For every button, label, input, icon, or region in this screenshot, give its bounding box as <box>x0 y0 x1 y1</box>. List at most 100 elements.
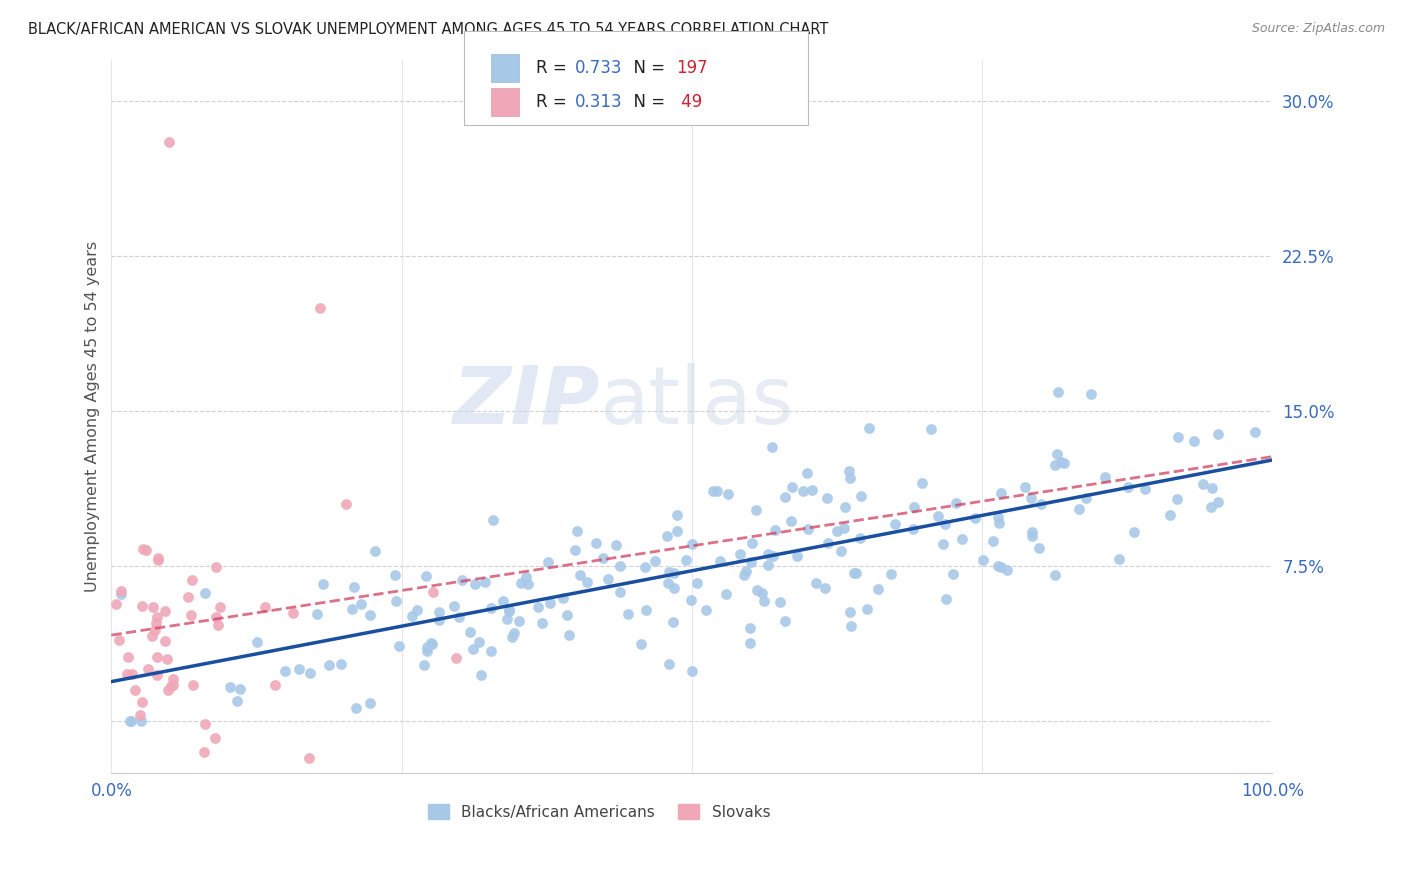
Point <box>124 682 146 697</box>
Point <box>740 555 762 569</box>
Point <box>981 533 1004 548</box>
Point <box>120 714 142 728</box>
Point <box>219 680 242 694</box>
Point <box>160 679 183 693</box>
Point <box>681 593 703 607</box>
Point <box>551 591 574 606</box>
Point <box>738 620 761 634</box>
Point <box>121 666 143 681</box>
Point <box>634 560 657 574</box>
Point <box>575 575 598 590</box>
Point <box>555 608 578 623</box>
Point <box>592 551 614 566</box>
Point <box>405 603 427 617</box>
Point <box>675 553 697 567</box>
Point <box>482 513 505 527</box>
Point <box>461 641 484 656</box>
Point <box>205 610 228 624</box>
Point <box>225 693 247 707</box>
Point <box>1192 477 1215 491</box>
Text: N =: N = <box>623 59 671 77</box>
Point <box>177 591 200 605</box>
Point <box>162 672 184 686</box>
Point <box>492 593 515 607</box>
Point <box>153 604 176 618</box>
Point <box>157 682 180 697</box>
Point <box>1201 481 1223 495</box>
Point <box>416 640 439 655</box>
Point <box>1046 384 1069 399</box>
Text: ZIP: ZIP <box>451 363 599 441</box>
Point <box>884 517 907 532</box>
Point <box>444 650 467 665</box>
Point <box>416 644 439 658</box>
Point <box>318 658 340 673</box>
Point <box>714 587 737 601</box>
Point <box>194 586 217 600</box>
Point <box>146 550 169 565</box>
Point <box>359 696 381 710</box>
Point <box>470 667 492 681</box>
Point <box>666 508 689 522</box>
Point <box>838 464 860 478</box>
Point <box>1050 455 1073 469</box>
Point <box>695 603 717 617</box>
Point <box>1028 541 1050 555</box>
Point <box>596 572 619 586</box>
Point <box>181 678 204 692</box>
Point <box>686 576 709 591</box>
Point <box>413 657 436 672</box>
Point <box>458 625 481 640</box>
Point <box>716 487 738 501</box>
Point <box>464 577 486 591</box>
Point <box>702 483 724 498</box>
Point <box>419 636 441 650</box>
Point <box>775 490 797 504</box>
Point <box>935 591 957 606</box>
Point <box>359 608 381 623</box>
Text: N =: N = <box>623 93 671 111</box>
Point <box>105 597 128 611</box>
Point <box>706 484 728 499</box>
Point <box>796 467 818 481</box>
Point <box>148 552 170 566</box>
Point <box>920 422 942 436</box>
Point <box>830 543 852 558</box>
Point <box>735 564 758 578</box>
Text: 0.313: 0.313 <box>575 93 623 111</box>
Point <box>180 607 202 622</box>
Text: R =: R = <box>536 93 572 111</box>
Point <box>605 538 627 552</box>
Point <box>740 636 762 650</box>
Point <box>384 568 406 582</box>
Point <box>932 537 955 551</box>
Point <box>193 745 215 759</box>
Point <box>786 549 808 564</box>
Point <box>658 565 681 579</box>
Point <box>756 547 779 561</box>
Point <box>132 542 155 557</box>
Point <box>422 585 444 599</box>
Point <box>1201 500 1223 515</box>
Point <box>129 714 152 728</box>
Point <box>741 536 763 550</box>
Point <box>254 599 277 614</box>
Point <box>849 489 872 503</box>
Point <box>385 594 408 608</box>
Point <box>515 570 537 584</box>
Point <box>849 531 872 545</box>
Point <box>617 607 640 621</box>
Point <box>209 599 232 614</box>
Point <box>838 471 860 485</box>
Point <box>744 503 766 517</box>
Point <box>1206 427 1229 442</box>
Point <box>1069 502 1091 516</box>
Point <box>751 586 773 600</box>
Point <box>1076 491 1098 506</box>
Point <box>1135 482 1157 496</box>
Point <box>110 587 132 601</box>
Point <box>503 625 526 640</box>
Point <box>963 510 986 524</box>
Point <box>681 664 703 678</box>
Point <box>246 634 269 648</box>
